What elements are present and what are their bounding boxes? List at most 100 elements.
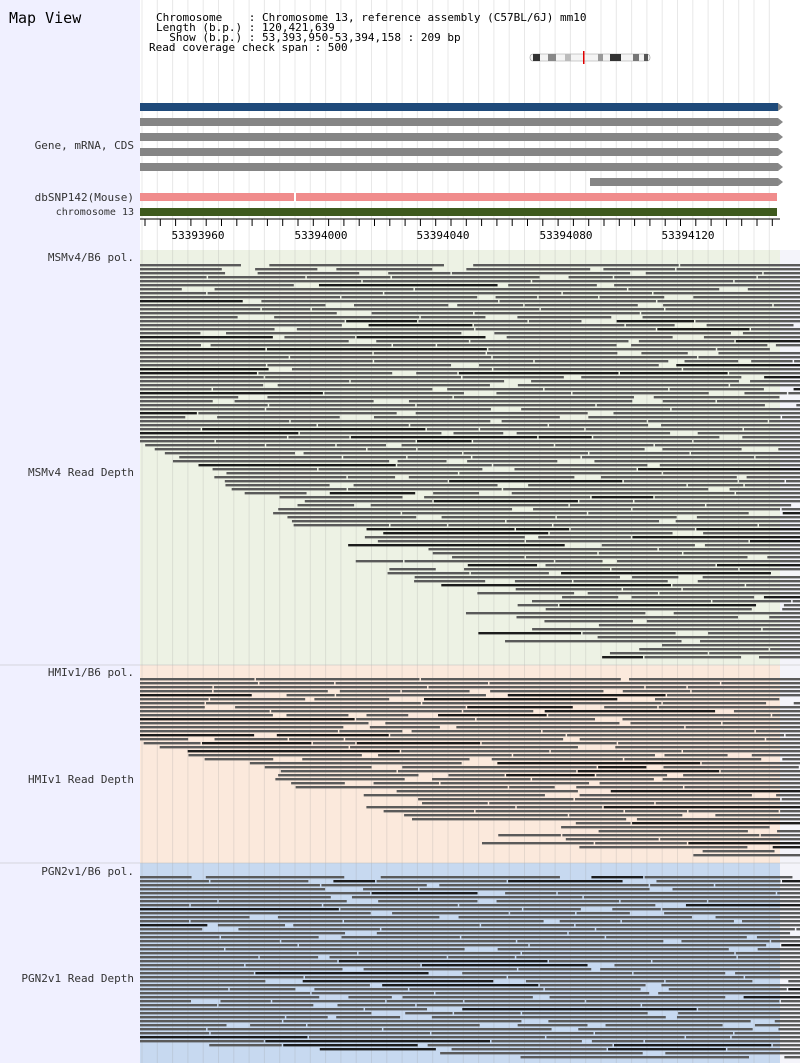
read bbox=[307, 1024, 480, 1027]
read bbox=[363, 888, 419, 891]
read bbox=[448, 956, 515, 959]
read bbox=[140, 348, 266, 351]
read bbox=[479, 364, 659, 367]
read bbox=[272, 1000, 386, 1003]
read bbox=[569, 504, 705, 507]
read bbox=[521, 408, 671, 411]
read bbox=[731, 1036, 800, 1039]
read bbox=[506, 774, 595, 777]
read bbox=[264, 766, 372, 769]
read bbox=[356, 336, 486, 339]
read bbox=[650, 884, 714, 887]
read bbox=[481, 842, 594, 845]
read bbox=[641, 312, 800, 315]
info-length: Length (b.p.) : 120,421,639 bbox=[156, 21, 335, 34]
read bbox=[350, 746, 578, 749]
mrna-direction-arrow bbox=[778, 118, 783, 126]
read bbox=[727, 1048, 800, 1051]
read bbox=[336, 694, 486, 697]
read bbox=[412, 818, 627, 821]
read bbox=[751, 754, 800, 757]
read bbox=[402, 766, 597, 769]
read bbox=[587, 592, 658, 595]
read bbox=[380, 876, 560, 879]
read bbox=[687, 484, 744, 487]
read bbox=[255, 678, 420, 681]
read bbox=[660, 838, 800, 841]
read bbox=[341, 936, 460, 939]
read bbox=[140, 416, 186, 419]
read bbox=[258, 372, 393, 375]
read bbox=[780, 1000, 800, 1003]
read bbox=[638, 340, 735, 343]
read bbox=[140, 288, 182, 291]
read bbox=[140, 1000, 191, 1003]
read bbox=[697, 580, 800, 583]
read bbox=[671, 408, 800, 411]
read bbox=[624, 810, 688, 813]
read bbox=[706, 324, 794, 327]
read bbox=[684, 360, 739, 363]
read bbox=[299, 432, 442, 435]
read bbox=[568, 932, 791, 935]
read bbox=[599, 782, 800, 785]
read bbox=[346, 320, 417, 323]
read bbox=[244, 492, 307, 495]
read bbox=[140, 428, 201, 431]
read bbox=[534, 360, 669, 363]
read bbox=[644, 656, 742, 659]
read bbox=[190, 920, 343, 923]
read bbox=[140, 996, 320, 999]
read bbox=[209, 1044, 282, 1047]
read bbox=[529, 944, 767, 947]
read bbox=[140, 332, 201, 335]
pgn-depth-label: PGN2v1 Read Depth bbox=[21, 972, 134, 985]
read bbox=[255, 972, 429, 975]
read bbox=[291, 520, 506, 523]
read bbox=[715, 814, 800, 817]
read bbox=[751, 360, 793, 363]
read bbox=[672, 584, 745, 587]
read bbox=[392, 912, 509, 915]
read bbox=[696, 528, 800, 531]
read bbox=[140, 400, 213, 403]
read bbox=[493, 368, 682, 371]
read bbox=[736, 492, 800, 495]
read bbox=[140, 980, 266, 983]
read bbox=[788, 988, 800, 991]
read bbox=[145, 444, 265, 447]
read bbox=[654, 444, 800, 447]
read bbox=[662, 778, 800, 781]
read bbox=[377, 540, 525, 543]
read bbox=[480, 428, 585, 431]
read bbox=[140, 734, 255, 737]
read bbox=[464, 568, 611, 571]
read bbox=[418, 320, 528, 323]
read bbox=[225, 948, 465, 951]
read bbox=[613, 412, 800, 415]
read bbox=[661, 984, 800, 987]
read bbox=[261, 308, 311, 311]
read bbox=[663, 472, 800, 475]
read bbox=[366, 714, 409, 717]
read bbox=[269, 404, 416, 407]
read bbox=[335, 682, 489, 685]
read bbox=[632, 576, 679, 579]
read bbox=[532, 778, 654, 781]
ideogram-band bbox=[598, 54, 603, 61]
read bbox=[143, 742, 201, 745]
read bbox=[598, 624, 800, 627]
read bbox=[735, 952, 800, 955]
read bbox=[467, 460, 558, 463]
read bbox=[508, 284, 597, 287]
msm-depth-label: MSMv4 Read Depth bbox=[28, 466, 134, 479]
read bbox=[676, 364, 800, 367]
read bbox=[755, 456, 800, 459]
read bbox=[207, 292, 383, 295]
read bbox=[665, 980, 753, 983]
read bbox=[683, 750, 800, 753]
read bbox=[383, 1028, 552, 1031]
read bbox=[715, 884, 800, 887]
read bbox=[598, 552, 682, 555]
read bbox=[140, 292, 207, 295]
